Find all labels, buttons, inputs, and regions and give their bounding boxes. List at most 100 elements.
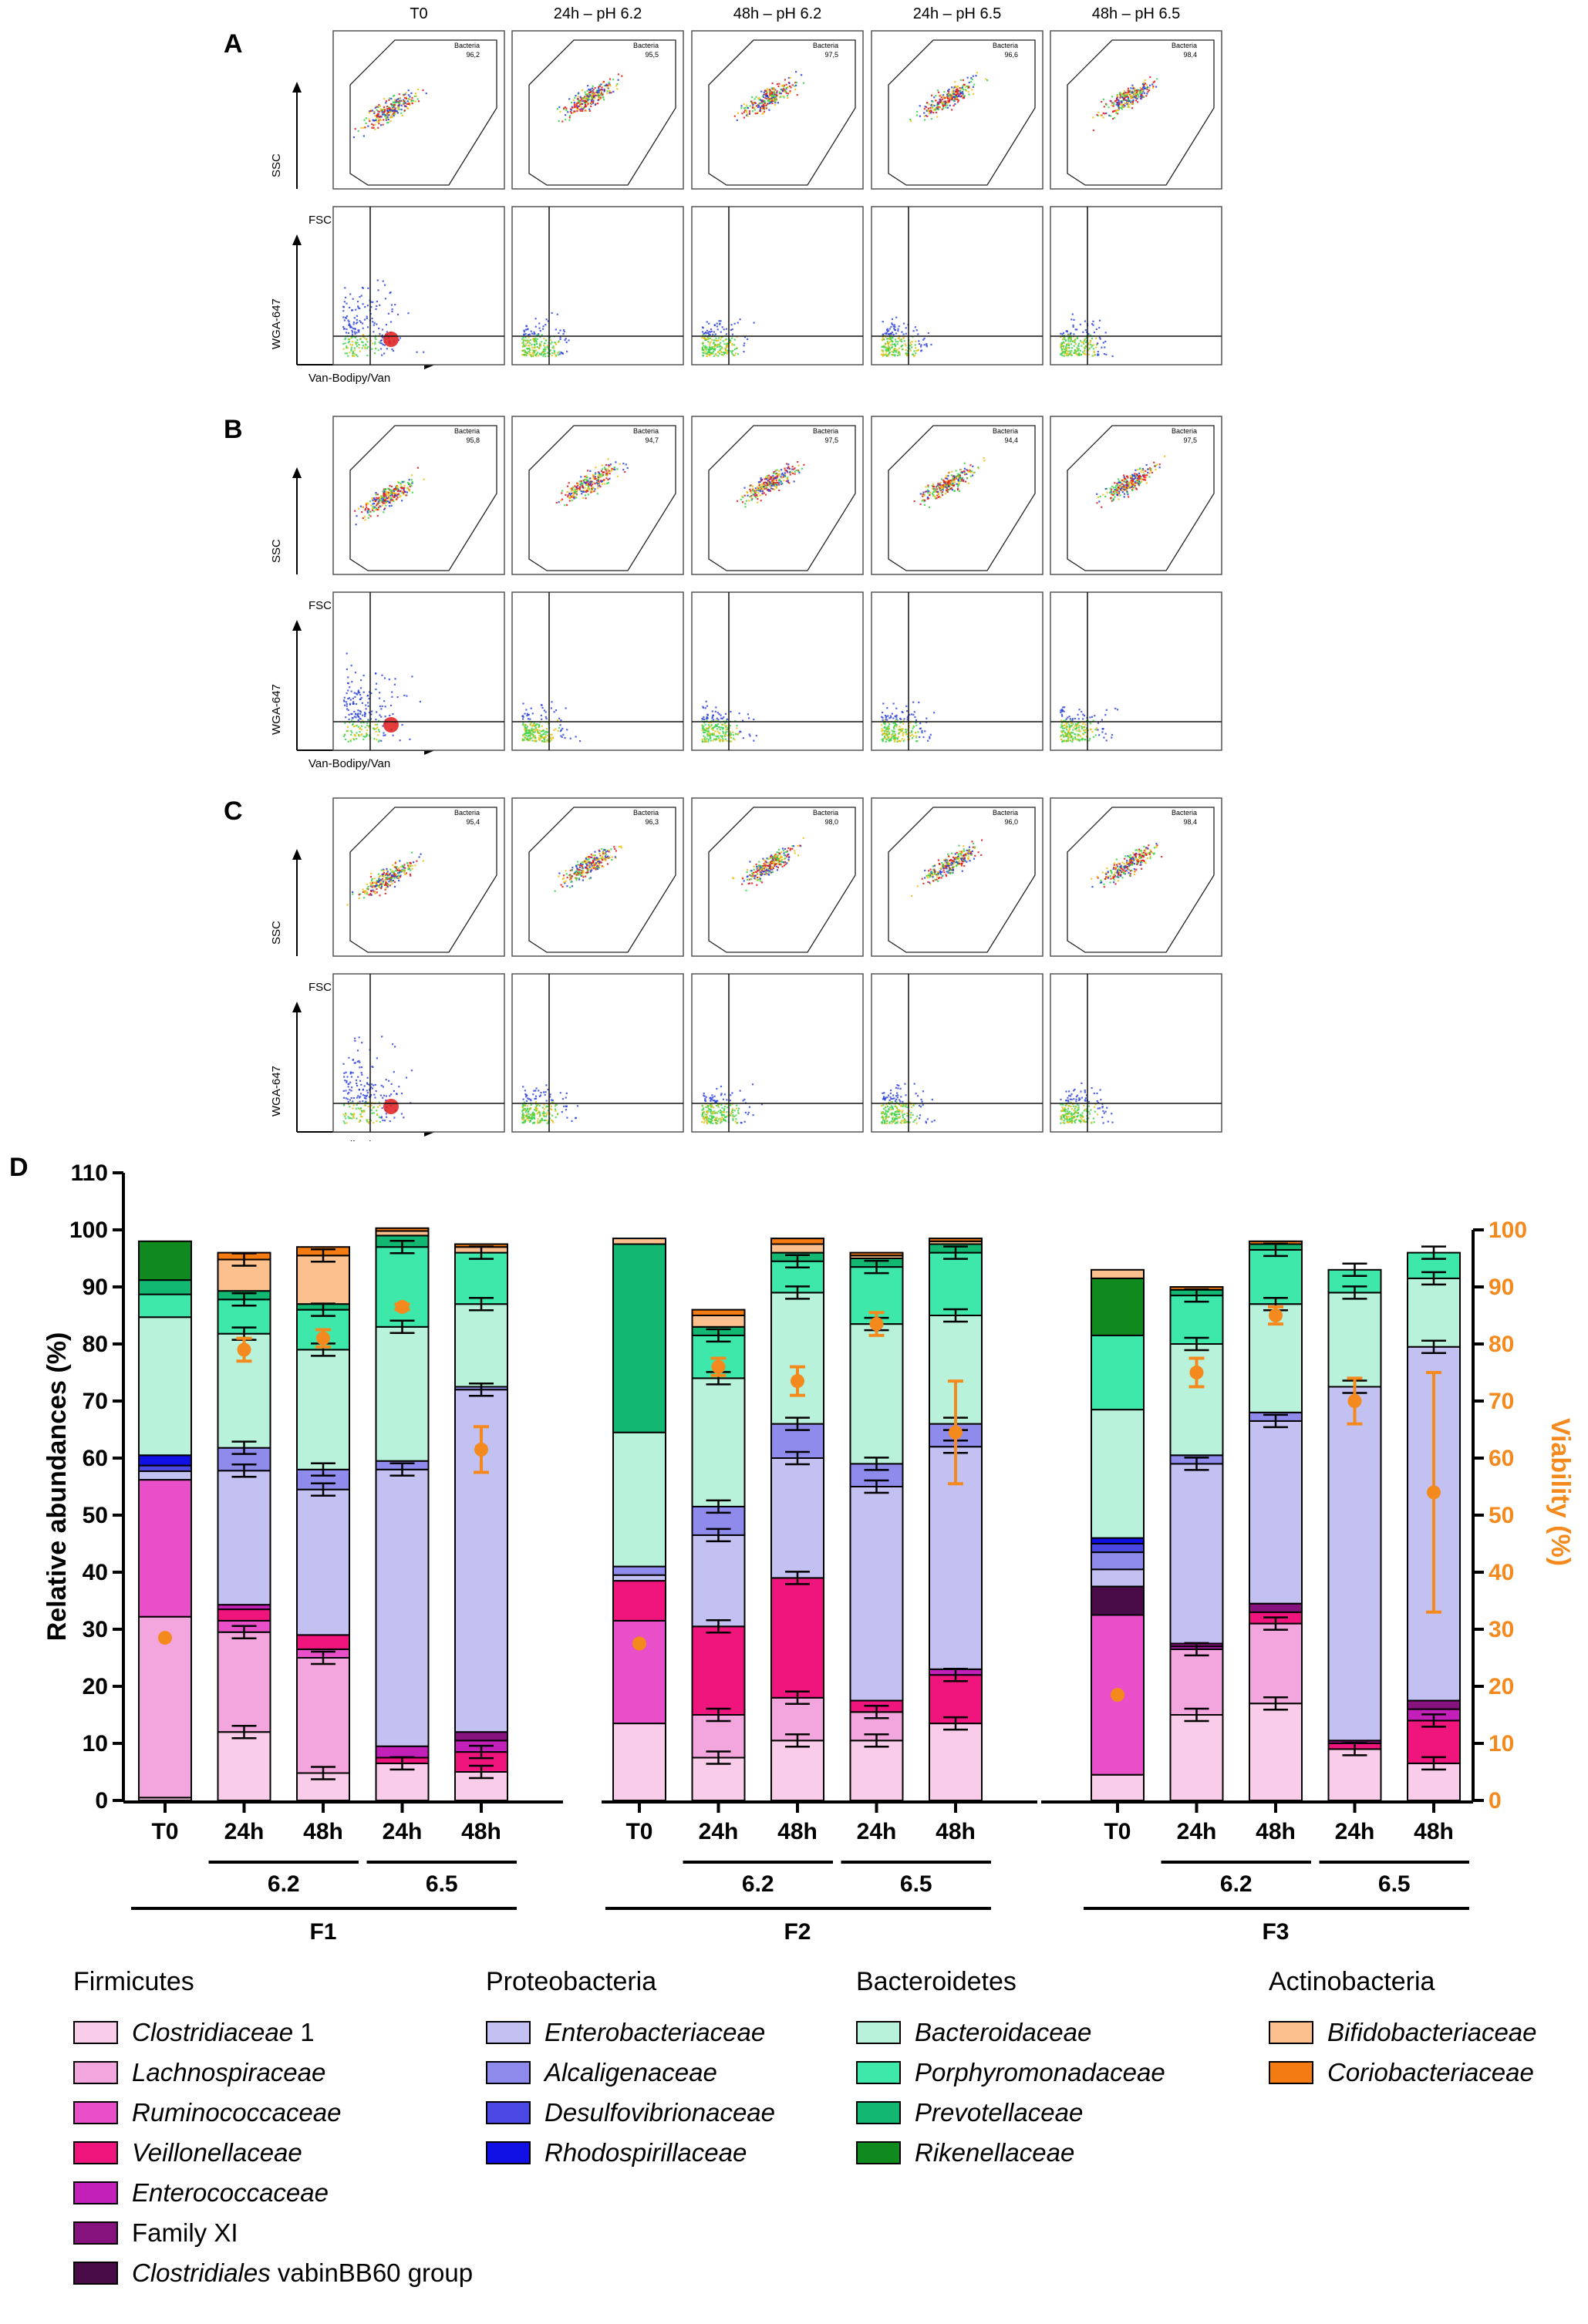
flow-dot bbox=[905, 345, 907, 347]
flow-dot bbox=[1145, 482, 1148, 484]
flow-dot bbox=[706, 730, 708, 733]
flow-dot bbox=[1063, 736, 1065, 738]
flow-dot bbox=[755, 491, 757, 493]
flow-dot bbox=[1060, 352, 1063, 355]
flow-dot bbox=[886, 340, 888, 343]
flow-dot bbox=[963, 96, 965, 99]
flow-dot bbox=[540, 737, 542, 739]
fsc-axis-label: FSC bbox=[308, 981, 332, 994]
flow-dot bbox=[369, 510, 371, 513]
flow-dot bbox=[539, 342, 541, 345]
flow-dot bbox=[744, 106, 747, 109]
flow-dot bbox=[789, 85, 791, 87]
flow-dot bbox=[787, 480, 789, 482]
flow-dot bbox=[785, 83, 787, 86]
flow-dot bbox=[1079, 721, 1081, 723]
flow-dot bbox=[386, 122, 389, 124]
flow-dot bbox=[765, 93, 767, 95]
flow-dot bbox=[942, 96, 945, 98]
flow-dot bbox=[703, 729, 706, 731]
flow-dot bbox=[521, 354, 524, 356]
flow-dot bbox=[1147, 471, 1149, 474]
flow-dot bbox=[1128, 483, 1131, 486]
flow-dot bbox=[1126, 485, 1128, 487]
flow-dot bbox=[388, 497, 390, 500]
flow-dot bbox=[575, 497, 578, 499]
flow-dot bbox=[717, 720, 720, 722]
flow-dot bbox=[921, 729, 923, 732]
flow-dot bbox=[929, 737, 931, 739]
flow-dot bbox=[580, 484, 582, 487]
flow-dot bbox=[717, 351, 720, 353]
flow-dot bbox=[701, 336, 703, 339]
flow-dot bbox=[528, 735, 531, 737]
flow-dot bbox=[787, 463, 790, 466]
gate-percentage: 97,5 bbox=[824, 436, 838, 444]
flow-dot bbox=[946, 489, 949, 491]
flow-dot bbox=[885, 353, 888, 355]
flow-dot bbox=[541, 725, 543, 727]
flow-dot bbox=[946, 474, 948, 477]
flow-dot bbox=[713, 349, 716, 352]
flow-dot bbox=[361, 341, 363, 343]
flow-dot bbox=[399, 739, 401, 742]
flow-dot bbox=[919, 727, 921, 729]
flow-dot bbox=[389, 103, 393, 106]
flow-dot bbox=[362, 334, 365, 336]
flow-dot bbox=[586, 90, 588, 93]
flow-dot bbox=[927, 107, 929, 109]
flow-dot bbox=[376, 726, 379, 729]
flow-dot bbox=[1063, 351, 1065, 353]
flow-dot bbox=[598, 99, 600, 101]
flow-dot bbox=[383, 499, 386, 502]
flow-dot bbox=[732, 737, 735, 739]
flow-dot bbox=[780, 480, 782, 483]
flow-dot bbox=[759, 103, 761, 105]
flow-dot bbox=[733, 338, 736, 341]
gate-name-label: Bacteria bbox=[633, 427, 659, 435]
flow-dot bbox=[1128, 481, 1131, 483]
flow-dot bbox=[528, 734, 530, 736]
flow-dot bbox=[397, 98, 400, 100]
flow-dot bbox=[909, 348, 911, 350]
flow-dot bbox=[757, 103, 760, 105]
flow-dot bbox=[923, 337, 925, 340]
flow-dot bbox=[926, 102, 929, 104]
flow-dot bbox=[774, 473, 777, 475]
flow-dot bbox=[906, 733, 909, 735]
flow-dot bbox=[375, 509, 377, 511]
flow-dot bbox=[529, 342, 531, 345]
flow-dot bbox=[909, 735, 912, 737]
flow-dot bbox=[414, 93, 416, 95]
flow-dot bbox=[733, 355, 736, 357]
flow-dot-plot bbox=[511, 206, 684, 365]
flow-dot bbox=[585, 109, 588, 112]
flow-dot bbox=[380, 497, 383, 500]
flow-dot bbox=[937, 496, 939, 498]
flow-dot bbox=[922, 499, 924, 501]
flow-dot bbox=[896, 719, 899, 722]
flow-dot bbox=[562, 733, 565, 736]
flow-dot bbox=[534, 725, 537, 727]
flow-dot bbox=[391, 348, 393, 351]
flow-dot bbox=[364, 519, 366, 521]
flow-dot bbox=[887, 726, 889, 728]
flow-dot bbox=[374, 336, 376, 338]
flow-column-header: 24h – pH 6.2 bbox=[554, 5, 642, 22]
flow-dot bbox=[385, 102, 387, 104]
flow-dot bbox=[951, 98, 953, 100]
flow-dot bbox=[923, 344, 925, 346]
flow-dot bbox=[1104, 346, 1106, 349]
flow-dot bbox=[936, 101, 939, 103]
flow-dot bbox=[952, 99, 955, 101]
flow-dot bbox=[717, 339, 720, 342]
flow-dot bbox=[373, 352, 376, 355]
flow-dot bbox=[744, 109, 747, 112]
flow-dot bbox=[893, 350, 895, 352]
flow-dot bbox=[1111, 485, 1114, 487]
flow-dot bbox=[348, 713, 350, 716]
flow-dot bbox=[378, 497, 380, 499]
flow-dot bbox=[584, 476, 586, 478]
flow-dot bbox=[968, 86, 970, 88]
flow-dot bbox=[962, 79, 964, 81]
